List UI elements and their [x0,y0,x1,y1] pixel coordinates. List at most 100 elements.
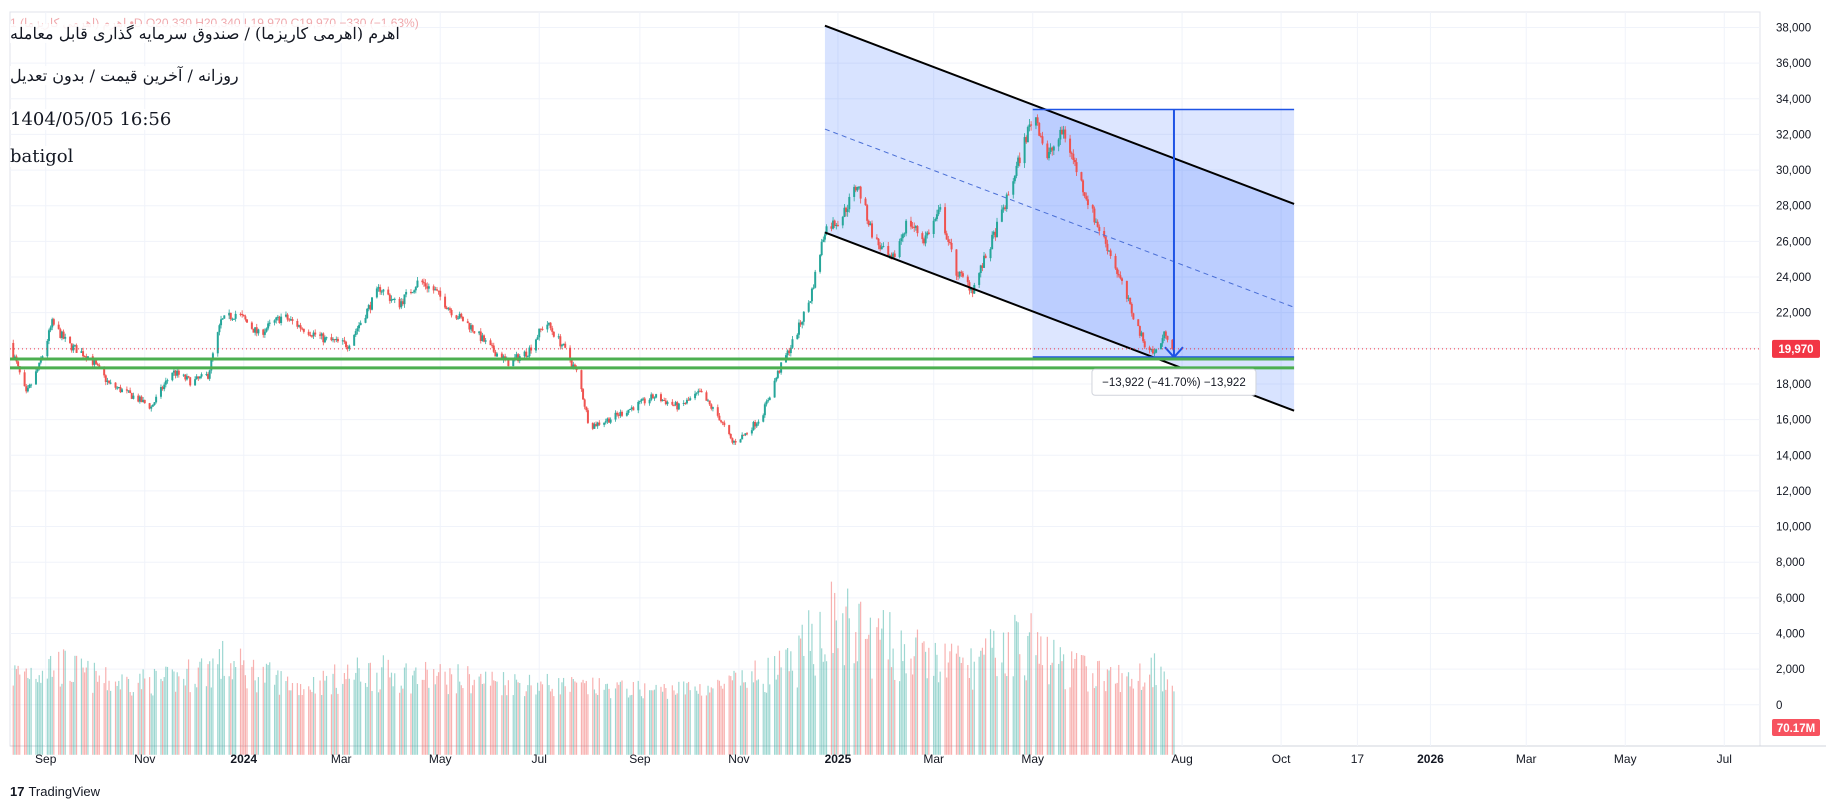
volume-bar [572,679,574,755]
volume-bar [709,692,711,755]
candle-body [1034,117,1037,126]
volume-bar [562,677,565,755]
candle-body [856,187,859,191]
candle-body [569,347,572,361]
volume-bar [127,679,130,755]
volume-bar [1012,676,1014,755]
tradingview-brand[interactable]: 17 TradingView [10,784,100,799]
candle-body [580,370,583,390]
candle-body [403,294,406,305]
candle-body [835,224,838,227]
candle-body [218,325,221,333]
candle-body [1104,236,1107,244]
volume-bar [274,684,276,755]
volume-bar [335,687,337,755]
volume-bar [252,659,255,755]
volume-bar [1040,636,1042,755]
volume-bar [996,676,998,755]
volume-bar [387,659,389,755]
candle-body [1119,275,1122,279]
candle-body [853,186,856,197]
volume-bar [144,678,146,755]
candle-body [148,403,151,409]
candle-body [672,404,675,406]
volume-bar [900,630,902,755]
candle-body [354,331,357,336]
candle-body [143,399,146,404]
volume-bar [1140,689,1143,755]
candle-body [142,399,145,403]
price-axis[interactable]: 38,000 36,000 34,000 32,000 30,000 28,000 26,0… [1776,22,1811,711]
candle-body [523,351,526,357]
volume-bar [246,688,248,755]
drawings-foreground[interactable]: −13,922 (−41.70%) −13,922 [10,24,1760,412]
volume-bar [608,688,610,755]
candle-body [301,328,304,330]
volume-bar [150,693,152,755]
candle-body [547,322,550,325]
candle-body [978,273,981,285]
volume-bar [728,675,730,755]
candle-body [426,286,429,289]
volume-bar [569,691,571,755]
candle-body [1004,207,1007,210]
volume-bar [493,680,495,755]
volume-bar [1092,673,1094,755]
volume-bar [82,667,84,755]
candle-body [996,221,999,238]
candle-body [843,207,846,217]
volume-bar [345,679,347,755]
candle-body [812,287,815,289]
candle-body [13,356,16,358]
price-badges: 19,970 70.17M [1772,339,1820,736]
volume-bar [450,674,453,755]
volume-bar [585,680,587,755]
volume-bar [950,643,953,755]
candle-body [638,401,641,403]
candle-body [586,410,589,423]
candle-body [333,339,336,341]
volume-bar [934,642,936,755]
candle-body [922,239,925,244]
candle-body [275,317,278,321]
candle-body [458,313,461,319]
volume-bar [267,665,269,755]
volume-bar [207,664,209,755]
volume-bar [200,658,203,755]
volume-bar [483,683,485,755]
candle-body [12,342,15,358]
candle-body [95,360,98,364]
candle-body [343,340,346,342]
volume-bar [1051,662,1053,755]
candle-body [1142,332,1145,342]
candle-body [739,439,742,443]
candle-body [174,370,177,376]
candle-body [957,275,960,277]
volume-bar [869,617,871,755]
candle-body [405,291,408,295]
y-tick-label: 24,000 [1776,272,1811,284]
candle-body [413,290,416,293]
candle-body [905,220,908,234]
volume-bar [160,678,162,755]
volume-bar [447,694,449,755]
candle-body [801,321,804,325]
time-axis[interactable]: Sep Nov 2024 Mar May Jul Sep Nov 2025 Mar May Aug Oc… [35,752,1732,766]
volume-bar [129,692,131,755]
candle-body [481,335,484,342]
y-tick-label: 38,000 [1776,22,1811,34]
volume-bar [512,695,514,755]
candle-body [1151,349,1154,354]
candle-body [140,396,143,403]
volume-bar [291,683,294,755]
volume-bar [411,675,414,755]
candle-body [651,394,654,399]
candle-body [822,239,825,242]
volume-bar [116,685,118,755]
candle-body [263,331,266,335]
candle-body [1013,175,1016,182]
volume-bar [337,693,339,755]
candle-body [353,335,356,346]
volume-bar [796,687,798,755]
